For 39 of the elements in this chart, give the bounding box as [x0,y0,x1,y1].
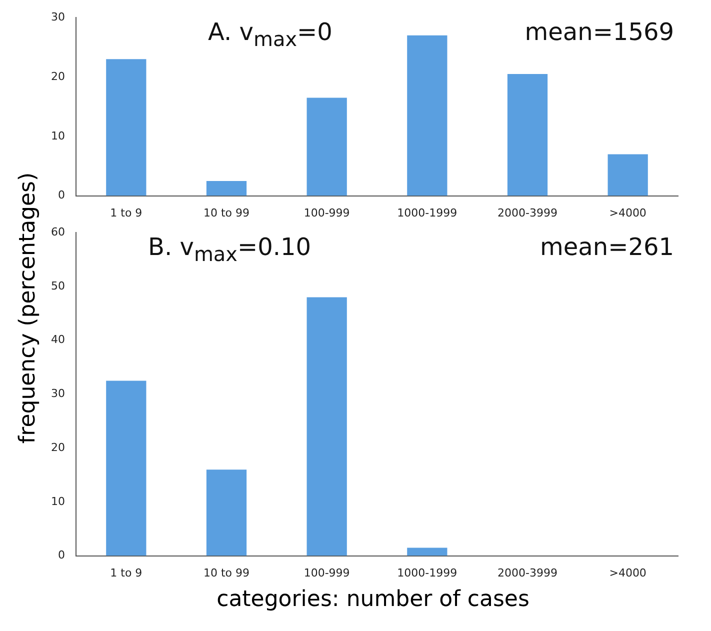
annotation: B. v$_{max}$=0.10 [148,233,312,266]
y-tick-label: 50 [50,279,65,292]
x-tick-label: >4000 [609,566,646,580]
y-tick-label: 40 [50,333,65,346]
bar [407,35,448,196]
y-tick-label: 0 [58,188,65,202]
x-tick-label: >4000 [609,206,646,220]
x-tick-label: 1000-1999 [397,206,458,220]
y-tick-label: 30 [50,387,65,400]
y-tick-label: 20 [50,440,65,454]
y-tick-label: 10 [50,494,65,508]
bar [507,74,548,196]
x-tick-label: 100-999 [304,206,350,220]
y-tick-label: 30 [50,10,65,24]
bar [106,59,146,196]
bar [206,470,247,556]
y-tick-label: 10 [50,129,65,142]
x-tick-label: 1 to 9 [110,206,142,220]
x-tick-label: 1000-1999 [397,566,458,580]
bar [106,380,146,556]
bar [306,98,347,196]
y-axis-title: frequency (percentages) [16,172,40,444]
x-tick-label: 100-999 [304,566,350,580]
x-tick-label: 10 to 99 [203,566,250,580]
bar [306,297,347,556]
x-axis-title: categories: number of cases [216,587,530,612]
y-tick-label: 20 [50,70,65,83]
y-tick-label: 60 [50,225,65,238]
bar [206,180,247,196]
x-tick-label: 10 to 99 [203,206,250,220]
x-tick-label: 2000-3999 [498,206,558,220]
annotation: mean=1569 [524,18,674,46]
y-tick-label: 0 [58,548,65,562]
annotation: mean=261 [540,233,674,261]
x-tick-label: 2000-3999 [498,566,558,580]
x-tick-label: 1 to 9 [110,566,142,580]
bar [407,548,448,556]
annotation: A. v$_{max}$=0 [208,18,332,51]
bar [608,154,648,196]
